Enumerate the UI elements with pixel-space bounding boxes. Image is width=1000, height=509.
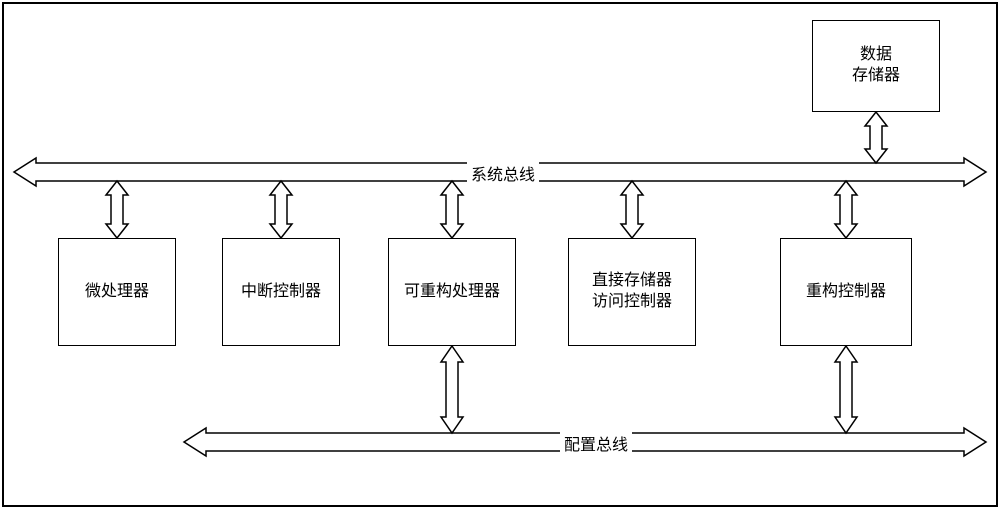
arrow-reconfc-cfgbus — [835, 346, 857, 433]
arrow-intc-sysbus — [270, 181, 292, 238]
arrow-reconfc-sysbus — [835, 181, 857, 238]
arrow-data-mem-sysbus — [865, 112, 887, 163]
arrow-reconfp-sysbus — [441, 181, 463, 238]
node-reconfiguration-controller: 重构控制器 — [780, 238, 912, 346]
config-bus-label: 配置总线 — [560, 431, 632, 455]
node-data-memory: 数据 存储器 — [812, 20, 940, 112]
node-reconfigurable-processor: 可重构处理器 — [388, 238, 516, 346]
diagram-canvas: 系统总线 配置总线 数据 存储器 微处理器 中断控制器 可重构处理器 直接存储器… — [0, 0, 1000, 509]
arrow-reconfp-cfgbus — [441, 346, 463, 433]
node-microprocessor: 微处理器 — [58, 238, 176, 346]
node-dma-controller: 直接存储器 访问控制器 — [568, 238, 696, 346]
node-interrupt-controller: 中断控制器 — [222, 238, 340, 346]
system-bus-label: 系统总线 — [467, 161, 539, 185]
arrow-micro-sysbus — [106, 181, 128, 238]
arrow-dma-sysbus — [621, 181, 643, 238]
